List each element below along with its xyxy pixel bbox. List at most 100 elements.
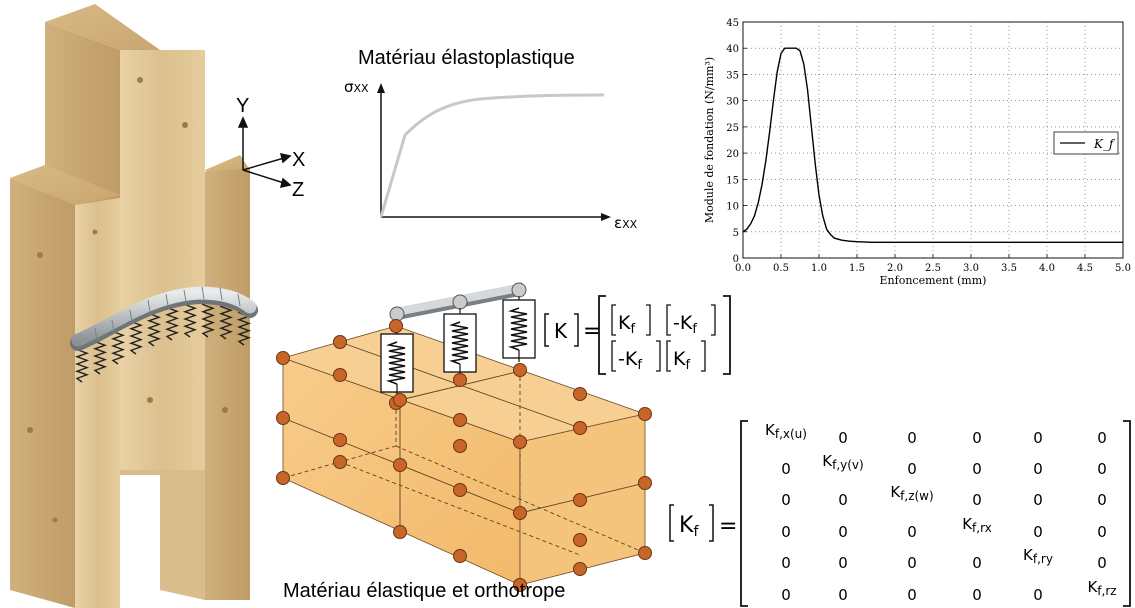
- kf-matrix-cell: Kf,z(w): [890, 483, 933, 503]
- fe-node: [453, 439, 467, 453]
- fe-node: [638, 546, 652, 560]
- fastener-spring: [182, 300, 198, 338]
- left-member-top: [10, 165, 120, 205]
- fe-node: [276, 351, 290, 365]
- fe-springs: [380, 299, 536, 396]
- rod-joint: [129, 309, 133, 323]
- fe-node: [393, 458, 407, 472]
- rod-joint: [147, 299, 151, 313]
- center-member-front: [120, 50, 205, 470]
- fe-node: [276, 471, 290, 485]
- k-matrix-cell: -Kf: [618, 348, 642, 373]
- spring-frame: [443, 313, 477, 373]
- fe-node: [453, 549, 467, 563]
- kf-matrix-cell: 0: [781, 491, 791, 509]
- slot-shadow: [120, 475, 160, 600]
- knot: [222, 407, 228, 413]
- y-axis-label: Module de fondation (N/mm³): [703, 57, 716, 223]
- kf-matrix-cell: 0: [1097, 523, 1107, 541]
- knot: [27, 427, 33, 433]
- kf-matrix-cell: 0: [972, 554, 982, 572]
- foundation-modulus-chart: 0.0 0.5 1.0 1.5 2.0 2.5 3.0 3.5 4.0 4.5 5.0 0 5 10 15 2…: [703, 18, 1131, 287]
- rod-joint: [237, 293, 241, 307]
- kf-matrix-cell: 0: [972, 460, 982, 478]
- rod-joint: [183, 289, 187, 303]
- epsilon-label: εXX: [614, 214, 638, 232]
- kf-matrix-cell: 0: [781, 586, 791, 604]
- x-tick-label: 2.5: [925, 263, 941, 274]
- fastener-rod: [71, 286, 257, 347]
- rod-segments: [94, 286, 241, 341]
- axis-y-label: Y: [236, 95, 249, 117]
- kf-matrix-cell: 0: [972, 586, 982, 604]
- kf-matrix-cell: Kf,rz: [1087, 578, 1116, 598]
- svg-text:Kf: Kf: [679, 513, 699, 540]
- kf-matrix-right-bracket: [1123, 420, 1131, 607]
- svg-text:=: =: [583, 319, 601, 344]
- fastener-spring: [218, 302, 234, 340]
- x-tick-label: 0.0: [735, 263, 751, 274]
- x-tick-label: 3.0: [963, 263, 979, 274]
- y-tick-label: 30: [726, 97, 739, 108]
- rod-joint: [219, 287, 223, 301]
- fe-node: [333, 335, 347, 349]
- x-tick-label: 0.5: [773, 263, 789, 274]
- x-tick-label: 3.5: [1001, 263, 1017, 274]
- fe-node: [573, 533, 587, 547]
- y-tick-label: 0: [733, 254, 739, 265]
- kf-matrix-cell: 0: [1097, 460, 1107, 478]
- kf-matrix-cell: Kf,x(u): [765, 421, 807, 441]
- kf-matrix-cell: 0: [907, 554, 917, 572]
- kf-matrix-cell: 0: [1033, 523, 1043, 541]
- fe-spring: [449, 321, 469, 365]
- x-tick-label: 5.0: [1115, 263, 1131, 274]
- rod-joint: [111, 319, 115, 333]
- fe-node: [389, 319, 403, 333]
- y-tick-label: 5: [733, 228, 739, 239]
- kf-matrix-cell: Kf,ry: [1023, 546, 1053, 566]
- fe-node: [513, 435, 527, 449]
- fe-caption: Matériau élastique et orthotrope: [283, 580, 565, 602]
- kf-matrix-cell: Kf,y(v): [822, 452, 863, 472]
- kf-matrix-cell: 0: [907, 460, 917, 478]
- knot: [182, 122, 188, 128]
- kf-matrix-cell: 0: [1033, 429, 1043, 447]
- chart-legend: K_f: [1053, 131, 1119, 155]
- fe-node: [333, 433, 347, 447]
- left-member-side: [10, 178, 75, 608]
- fastener-spring: [164, 303, 180, 341]
- fe-node: [333, 368, 347, 382]
- k-matrix-cell: Kf: [673, 348, 690, 373]
- x-tick-label: 1.5: [849, 263, 865, 274]
- fe-nodes: [276, 319, 652, 592]
- fe-node: [573, 421, 587, 435]
- fe-node: [513, 363, 527, 377]
- fe-node: [513, 506, 527, 520]
- fastener-spring: [200, 300, 216, 338]
- fastener-spring: [146, 309, 162, 347]
- rod-joint: [165, 293, 169, 307]
- y-tick-label: 35: [726, 70, 739, 81]
- y-tick-label: 20: [726, 149, 739, 160]
- fe-node: [453, 413, 467, 427]
- fe-node: [276, 411, 290, 425]
- elastoplastic-plot: Matériau élastoplastique σXX εXX: [344, 47, 638, 232]
- y-tick-label: 45: [726, 18, 739, 29]
- fe-node: [393, 525, 407, 539]
- kf-matrix-cell: 0: [972, 491, 982, 509]
- kf-matrix-cell: 0: [781, 460, 791, 478]
- right-member-front: [205, 168, 250, 600]
- k-matrix-left-bracket: [598, 295, 606, 375]
- fe-node: [513, 578, 527, 592]
- svg-text:=: =: [719, 514, 737, 539]
- fastener-springs: [74, 300, 252, 383]
- rod-joint: [94, 327, 98, 341]
- spring-frame: [502, 299, 536, 359]
- kf-matrix: Kf = Kf,x(u) 0 0 0 0 0 0 Kf,y(v) 0 0 0 0 0 0 Kf,z(w) 0 0…: [669, 420, 1131, 607]
- fastener-spring: [128, 317, 144, 355]
- fe-node: [573, 493, 587, 507]
- x-tick-label: 1.0: [811, 263, 827, 274]
- kf-matrix-cell: 0: [781, 554, 791, 572]
- center-member-top: [45, 4, 160, 50]
